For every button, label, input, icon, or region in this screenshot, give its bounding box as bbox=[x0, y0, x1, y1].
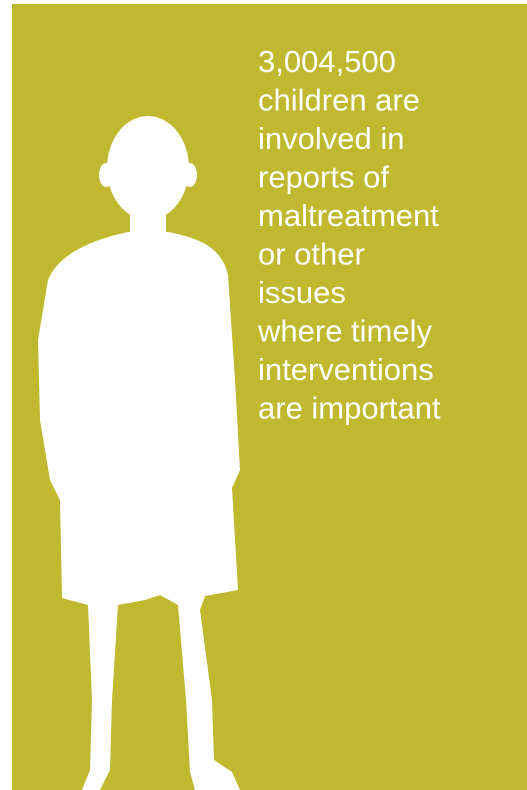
description-line: maltreatment bbox=[258, 198, 439, 233]
description-line: issues bbox=[258, 275, 346, 310]
description-line: where timely bbox=[257, 314, 432, 349]
description-line: or other bbox=[258, 237, 365, 272]
description-line: children are bbox=[258, 83, 420, 118]
statistic: 3,004,500 bbox=[258, 44, 396, 79]
description-line: reports of bbox=[258, 160, 389, 195]
description-line: are important bbox=[258, 391, 441, 426]
description-line: interventions bbox=[258, 352, 434, 387]
description-line: involved in bbox=[258, 121, 404, 156]
child-silhouette bbox=[38, 116, 240, 790]
